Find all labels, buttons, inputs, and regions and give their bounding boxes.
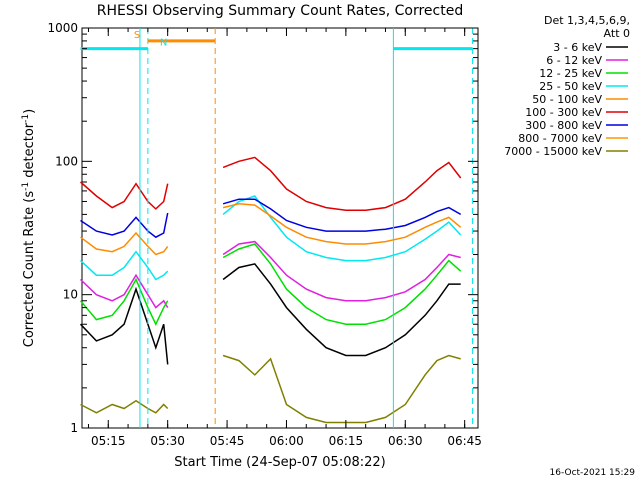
x-tick-label: 06:15 [329, 434, 364, 448]
footer-stamp: 16-Oct-2021 15:29 [550, 468, 636, 478]
series-line [79, 243, 462, 326]
y-tick-label: 1000 [47, 21, 78, 35]
legend-label: 3 - 6 keV [553, 41, 602, 54]
legend-label: 300 - 800 keV [525, 119, 602, 132]
legend-header: Att 0 [604, 27, 630, 40]
x-axis-label: Start Time (24-Sep-07 05:08:22) [174, 455, 385, 470]
series-line [79, 240, 461, 309]
y-tick-label: 10 [63, 288, 78, 302]
legend-label: 7000 - 15000 keV [504, 145, 602, 158]
x-tick-label: 05:45 [210, 434, 245, 448]
status-flags: SN [80, 28, 474, 428]
plot-frame [81, 27, 479, 429]
legend-header: Det 1,3,4,5,6,9, [544, 14, 630, 27]
legend-label: 25 - 50 keV [539, 80, 602, 93]
y-tick-label: 1 [70, 421, 78, 435]
legend-label: 100 - 300 keV [525, 106, 602, 119]
legend-label: 12 - 25 keV [539, 67, 602, 80]
plot-border [81, 27, 479, 429]
series-lines [79, 156, 462, 424]
flag-label: N [160, 38, 167, 49]
series-line [80, 203, 462, 256]
legend-label: 800 - 7000 keV [518, 132, 602, 145]
axes: 05:15 05:30 05:45 06:00 06:15 06:30 06:45 1 10 10… [47, 21, 482, 448]
chart-title: RHESSI Observing Summary Count Rates, Co… [97, 3, 463, 19]
y-axis-label: Corrected Count Rate (s-1 detector-1) [21, 109, 37, 347]
series-line [79, 263, 461, 365]
x-tick-label: 06:45 [447, 434, 482, 448]
x-tick-label: 05:15 [91, 434, 126, 448]
series-line [80, 198, 462, 239]
series-line [80, 156, 462, 211]
legend-label: 6 - 12 keV [546, 54, 602, 67]
flag-label: S [134, 30, 140, 41]
x-tick-label: 06:30 [388, 434, 423, 448]
x-tick-label: 06:00 [269, 434, 304, 448]
y-tick-label: 100 [55, 154, 78, 168]
legend-label: 50 - 100 keV [532, 93, 602, 106]
x-tick-label: 05:30 [150, 434, 185, 448]
